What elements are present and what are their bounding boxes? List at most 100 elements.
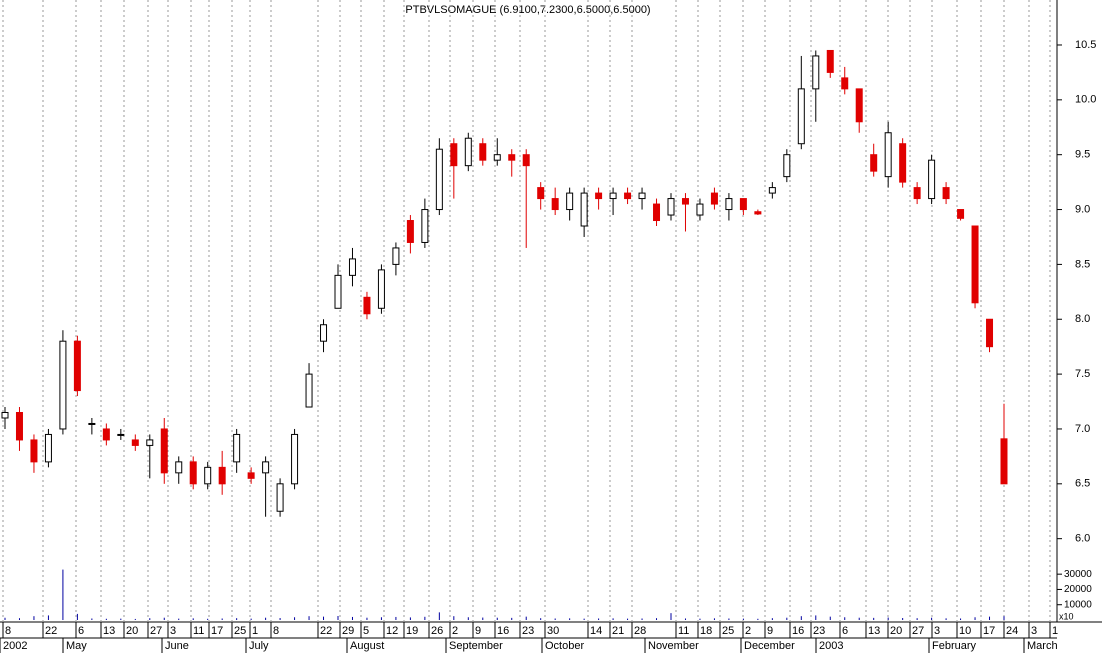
candle-body (971, 225, 979, 304)
month-label: October (545, 640, 584, 652)
x-tick-label: 19 (406, 625, 418, 637)
candle-body (204, 466, 212, 485)
candle-body (942, 187, 950, 200)
x-tick-label: 1 (1052, 625, 1058, 637)
candle-body (305, 373, 313, 408)
candle-body (928, 159, 936, 200)
x-tick-label: 20 (126, 625, 138, 637)
x-tick-label: 24 (1006, 625, 1018, 637)
candle-body (841, 77, 849, 90)
candle-body (1000, 438, 1008, 485)
candle-body (450, 143, 458, 167)
x-tick-label: 21 (612, 625, 624, 637)
y-tick-label: 6.0 (1075, 533, 1090, 545)
candle-body (508, 154, 516, 161)
y-tick-label: 8.5 (1075, 258, 1090, 270)
candle-body (986, 318, 994, 348)
candle-body (334, 274, 342, 309)
month-label: August (350, 640, 384, 652)
y-tick-label: 8.0 (1075, 313, 1090, 325)
x-tick-label: 3 (1031, 625, 1037, 637)
month-label: July (249, 640, 269, 652)
candle-body (493, 154, 501, 161)
y-tick-label: 6.5 (1075, 478, 1090, 490)
x-tick-label: 14 (590, 625, 602, 637)
candle-body (725, 198, 733, 211)
candle-body (899, 143, 907, 183)
x-tick-label: 30 (547, 625, 559, 637)
month-label: December (744, 640, 795, 652)
candle-body (421, 209, 429, 243)
x-tick-label: 2 (452, 625, 458, 637)
candle-body (522, 154, 530, 167)
candle-body (667, 198, 675, 216)
x-tick-label: 13 (103, 625, 115, 637)
candle-body (624, 192, 632, 200)
candle-body (320, 324, 328, 342)
candle-body (768, 187, 776, 194)
candle-body (276, 483, 284, 512)
candle-body (262, 461, 270, 474)
candle-body (189, 461, 197, 485)
candle-body (870, 154, 878, 172)
candle-body (696, 203, 704, 216)
candle-body (377, 269, 385, 309)
x-tick-label: 9 (475, 625, 481, 637)
candle-body (348, 258, 356, 276)
volume-scale-label: x10 (1059, 611, 1074, 621)
candle-body (812, 55, 820, 90)
x-tick-label: 8 (5, 625, 11, 637)
x-tick-label: 2 (745, 625, 751, 637)
candle-body (73, 340, 81, 392)
candle-body (595, 192, 603, 200)
candle-body (884, 132, 892, 178)
x-tick-label: 12 (386, 625, 398, 637)
candle-body (653, 203, 661, 222)
x-tick-label: 9 (767, 625, 773, 637)
x-tick-label: 27 (150, 625, 162, 637)
month-label: March (1027, 640, 1058, 652)
candle-body (175, 461, 183, 474)
month-label: 2002 (3, 640, 27, 652)
y-tick-label: 10.0 (1075, 94, 1096, 106)
candle-body (479, 143, 487, 161)
candle-body (291, 433, 299, 485)
candle-body (739, 198, 747, 211)
y-tick-label: 7.5 (1075, 368, 1090, 380)
x-tick-label: 6 (78, 625, 84, 637)
x-tick-label: 27 (912, 625, 924, 637)
candle-body (681, 198, 689, 205)
volume-tick-label: 10000 (1064, 599, 1092, 610)
x-tick-label: 13 (868, 625, 880, 637)
candle-body (435, 148, 443, 211)
candle-body (783, 154, 791, 178)
x-tick-label: 3 (170, 625, 176, 637)
x-tick-label: 17 (211, 625, 223, 637)
x-tick-label: 8 (273, 625, 279, 637)
candle-body (797, 88, 805, 145)
candle-body (551, 198, 559, 211)
x-tick-label: 11 (678, 625, 689, 637)
x-tick-label: 10 (959, 625, 971, 637)
candle-body (754, 211, 762, 215)
y-tick-label: 10.5 (1075, 39, 1096, 51)
x-tick-label: 22 (45, 625, 57, 637)
candle-body (826, 49, 834, 73)
candle-body (392, 247, 400, 265)
x-tick-label: 5 (363, 625, 369, 637)
candle-body (247, 472, 255, 479)
x-tick-label: 25 (234, 625, 246, 637)
x-tick-label: 23 (813, 625, 825, 637)
y-tick-label: 7.0 (1075, 423, 1090, 435)
candle-body (102, 428, 110, 441)
candle-body (160, 428, 168, 474)
candle-body (464, 137, 472, 167)
candle-body (30, 439, 38, 463)
x-tick-label: 26 (431, 625, 443, 637)
month-label: November (648, 640, 699, 652)
x-tick-label: 23 (522, 625, 534, 637)
x-tick-label: 17 (983, 625, 995, 637)
candle-body (406, 220, 414, 243)
